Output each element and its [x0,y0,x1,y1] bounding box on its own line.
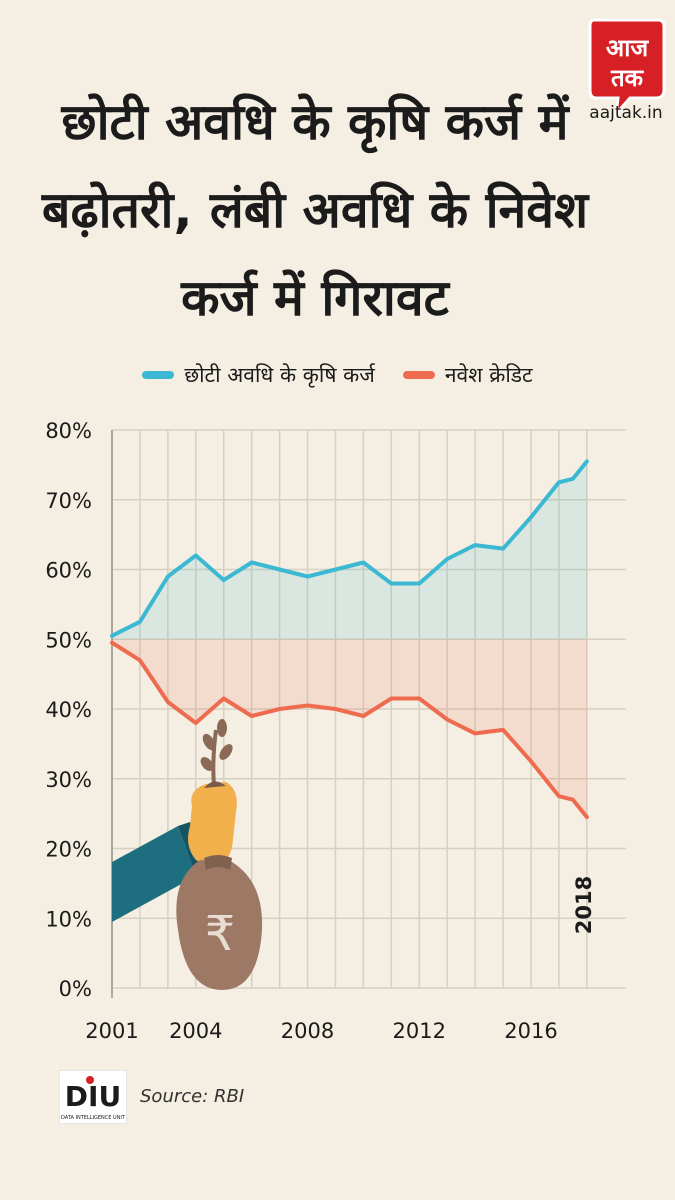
y-tick-label: 30% [45,768,92,792]
data-point [473,731,477,735]
data-point [501,728,505,732]
data-point [166,574,170,578]
legend-item-short-term: छोटी अवधि के कृषि कर्ज [142,361,375,389]
y-tick-label: 50% [45,628,92,652]
y-tick-label: 10% [45,907,92,931]
y-tick-label: 60% [45,559,92,583]
data-point [250,714,254,718]
source-note: Source: RBI [140,1086,245,1107]
chart-series [110,459,589,820]
y-tick-label: 70% [45,489,92,513]
chart-fill [112,461,587,818]
data-point [138,620,142,624]
x-tick-label: 2001 [85,1019,138,1043]
data-point [529,515,533,519]
diu-logo-caption: DATA INTELLIGENCE UNIT [61,1115,126,1121]
data-point [110,641,114,645]
data-point [529,759,533,763]
data-point [222,697,226,701]
data-point [333,707,337,711]
legend-item-investment: नवेश क्रेडिट [402,361,533,389]
y-tick-label: 40% [45,698,92,722]
data-point [110,634,114,638]
series-fill-0 [112,461,587,640]
data-point [166,700,170,704]
data-point [278,707,282,711]
data-point [361,714,365,718]
data-point [278,568,282,571]
data-point [306,574,310,578]
x-tick-label: 2016 [504,1019,557,1043]
page-title: छोटी अवधि के कृषि कर्ज में बढ़ोतरी, लंबी… [41,93,589,327]
data-point [557,480,561,484]
data-point [445,717,449,721]
logo-text-line1: आज [606,34,650,62]
legend-swatch-investment [402,371,435,379]
data-point [306,704,310,708]
data-point [250,561,254,565]
data-point [389,697,393,701]
data-point [417,697,421,701]
chart-ticks: 0% 10% 20% 30% 40% 50% 60% 70% 80% 2001 2004 2008 20… [45,419,596,1043]
data-point [473,543,477,547]
y-tick-label: 20% [45,838,92,862]
data-point [222,578,226,582]
money-bag-illustration: ₹ [112,719,263,990]
logo-url: aajtak.in [589,103,663,123]
chart-legend: छोटी अवधि के कृषि कर्ज नवेश क्रेडिट [0,360,675,390]
data-point [138,658,142,662]
data-point [194,554,198,558]
legend-label-investment: नवेश क्रेडिट [444,363,533,387]
data-point [445,557,449,561]
data-point [585,815,589,819]
diu-logo: DIU DATA INTELLIGENCE UNIT [59,1070,127,1124]
data-point [333,568,337,571]
y-tick-label: 0% [59,977,92,1001]
x-tick-label: 2008 [281,1019,334,1043]
x-tick-label: 2004 [169,1019,222,1043]
data-point [194,721,198,725]
legend-swatch-short-term [142,371,175,379]
x-tick-label: 2012 [393,1019,446,1043]
logo-text-line2: तक [610,64,645,92]
aajtak-logo: आज तक [588,18,666,119]
data-point [417,581,421,585]
data-point [389,581,393,585]
data-point [361,561,365,565]
rupee-icon: ₹ [205,906,236,962]
y-tick-label: 80% [45,419,92,443]
legend-label-short-term: छोटी अवधि के कृषि कर्ज [184,363,375,387]
data-point [501,547,505,551]
data-point [557,794,561,798]
x-end-label: 2018 [572,876,596,934]
data-point [571,477,575,481]
data-point [585,459,589,463]
diu-logo-text: DIU [65,1080,121,1113]
data-point [571,798,575,802]
series-fill-1 [112,639,587,818]
